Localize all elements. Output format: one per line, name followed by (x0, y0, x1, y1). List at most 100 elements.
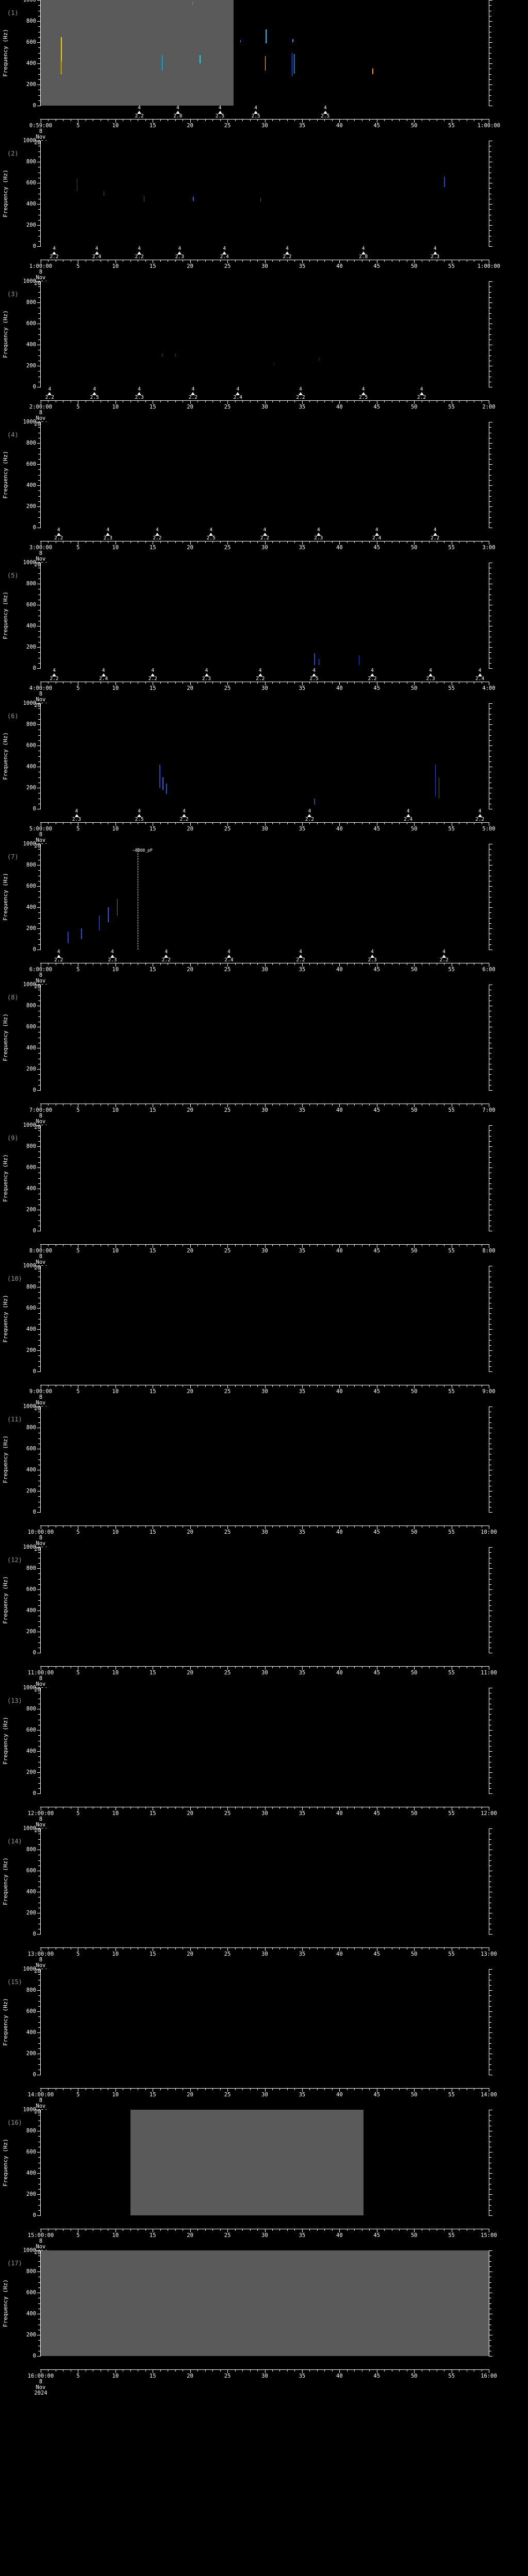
y-tick-label: 0 (32, 243, 36, 249)
earthquake-event-marker[interactable]: 4 2.3 (168, 246, 191, 260)
x-tick-label: 45 (373, 1951, 381, 1957)
y-axis-tick-mark (38, 610, 41, 611)
y-axis-tick-mark (38, 663, 41, 664)
earthquake-event-marker[interactable]: 4 2.5 (302, 668, 326, 682)
earthquake-event-marker[interactable]: 4 2.5 (208, 106, 232, 119)
x-axis-labels: 5:00:008Nov20245101520253035404550555:00 (0, 826, 528, 849)
earthquake-event-marker[interactable]: 4 2.2 (468, 809, 492, 822)
y-axis-tick-mark (489, 610, 491, 611)
earthquake-event-marker[interactable]: 4 2.2 (127, 106, 151, 119)
earthquake-event-marker[interactable]: 4 2.2 (181, 387, 205, 400)
earthquake-event-marker[interactable]: 4 2.2 (47, 950, 71, 963)
earthquake-event-marker[interactable]: 4 2.2 (432, 950, 456, 963)
earthquake-event-marker[interactable]: 4 2.2 (360, 668, 384, 682)
x-axis-tick-mark (339, 1104, 340, 1107)
x-axis-tick-mark (279, 541, 280, 543)
earthquake-event-marker[interactable]: 4 2.5 (199, 528, 223, 541)
earthquake-event-marker[interactable]: 4 2.4 (217, 950, 241, 963)
event-marker-row (0, 2356, 528, 2369)
earthquake-event-marker[interactable]: 4 2.3 (101, 950, 124, 963)
earthquake-event-marker[interactable]: 4 2.5 (82, 387, 106, 400)
x-axis-tick-mark (317, 1807, 318, 1809)
earthquake-event-marker[interactable]: 4 2.3 (96, 528, 120, 541)
earthquake-event-marker[interactable]: 4 2.3 (419, 668, 442, 682)
earthquake-event-marker[interactable]: 4 2.5 (314, 106, 337, 119)
earthquake-event-marker[interactable]: 4 2.4 (85, 246, 109, 260)
y-axis-tick-mark (38, 2178, 41, 2179)
earthquake-event-marker[interactable]: 4 2.2 (154, 950, 178, 963)
earthquake-event-marker[interactable]: 4 2.2 (289, 950, 312, 963)
y-axis-tick-mark (489, 2250, 492, 2251)
x-axis-tick-mark (339, 2369, 340, 2373)
earthquake-event-marker[interactable]: 4 2.2 (172, 809, 196, 822)
y-axis-tick-mark (37, 225, 41, 226)
x-axis-tick-mark (160, 963, 161, 965)
earthquake-event-marker[interactable]: 4 2.4 (92, 668, 116, 682)
plot-area: Frequency (Hz) (17) 1000 800 600 400 200 0 (0, 2247, 528, 2359)
earthquake-event-marker[interactable]: 4 2.3 (195, 668, 219, 682)
y-tick-label: 1000 (23, 1122, 36, 1128)
x-axis-tick-mark (130, 260, 131, 262)
x-axis-tick-mark (220, 822, 221, 824)
x-axis-tick-mark (197, 822, 199, 824)
earthquake-event-marker[interactable]: 4 2.2 (275, 246, 299, 260)
earthquake-event-marker[interactable]: 4 2.3 (423, 246, 447, 260)
earthquake-event-marker[interactable]: 4 2.2 (253, 528, 277, 541)
earthquake-event-marker[interactable]: 4 2.8 (352, 246, 375, 260)
earthquake-event-marker[interactable]: 4 2.2 (47, 528, 71, 541)
earthquake-event-marker[interactable]: 4 2.5 (352, 387, 375, 400)
earthquake-event-marker[interactable]: 4 2.3 (360, 950, 384, 963)
x-axis-tick-mark (354, 260, 355, 262)
x-axis-tick-mark (399, 1526, 400, 1528)
earthquake-event-marker[interactable]: 4 2.2 (298, 809, 321, 822)
event-depth-label: 4 (227, 949, 230, 955)
x-tick-label: 25 (224, 1951, 231, 1957)
earthquake-event-marker[interactable]: 4 2.2 (141, 668, 164, 682)
earthquake-event-marker[interactable]: 4 2.2 (410, 387, 434, 400)
earthquake-event-marker[interactable]: 4 2.2 (127, 246, 151, 260)
x-axis-tick-mark (339, 400, 340, 404)
earthquake-event-marker[interactable]: 4 2.2 (249, 668, 272, 682)
earthquake-event-marker[interactable]: 4 2.4 (468, 668, 492, 682)
x-tick-label: 25 (224, 826, 231, 832)
earthquake-event-marker[interactable]: 4 2.4 (212, 246, 236, 260)
x-axis-tick-mark (339, 1244, 340, 1248)
x-axis-tick-mark (339, 541, 340, 545)
y-axis-tick-mark (489, 0, 492, 1)
x-tick-label: 40 (336, 967, 343, 973)
x-axis-tick-mark (399, 400, 400, 402)
y-axis-label-text: Frequency (Hz) (2, 732, 9, 780)
y-axis-tick-mark (38, 1626, 41, 1627)
y-axis-tick-mark (38, 2136, 41, 2137)
y-axis-spine-left (37, 1828, 41, 1935)
y-axis-label-text: Frequency (Hz) (2, 170, 9, 217)
earthquake-event-marker[interactable]: 4 2.5 (244, 106, 268, 119)
earthquake-event-marker[interactable]: 4 2.2 (145, 528, 169, 541)
earthquake-event-marker[interactable]: 4 2.2 (42, 246, 66, 260)
y-axis-tick-mark (489, 1313, 491, 1314)
earthquake-event-marker[interactable]: 4 2.4 (397, 809, 420, 822)
x-tick-label: 5 (76, 1951, 80, 1957)
x-axis-start-label-line: 8 (39, 1113, 43, 1119)
earthquake-event-marker[interactable]: 4 2.2 (38, 387, 61, 400)
earthquake-event-marker[interactable]: 4 2.2 (42, 668, 66, 682)
event-magnitude-label: 2.3 (314, 535, 323, 541)
earthquake-event-marker[interactable]: 4 2.4 (226, 387, 250, 400)
earthquake-event-marker[interactable]: 4 2.3 (307, 528, 331, 541)
earthquake-event-marker[interactable]: 4 2.3 (127, 387, 151, 400)
triangle-marker-icon (222, 251, 227, 255)
panel-index-label: (15) (7, 1978, 22, 1986)
earthquake-event-marker[interactable]: 4 2.2 (289, 387, 312, 400)
x-axis-tick-mark (250, 1104, 251, 1106)
x-axis-tick-mark (205, 1666, 206, 1668)
x-axis-tick-mark (130, 682, 131, 684)
earthquake-event-marker[interactable]: 4 2.4 (365, 528, 389, 541)
plot-area: Frequency (Hz) (11) 1000 800 600 400 200 0 (0, 1403, 528, 1515)
earthquake-event-marker[interactable]: 4 2.8 (166, 106, 190, 119)
earthquake-event-marker[interactable]: 4 2.5 (127, 809, 151, 822)
x-axis-start-label-line: 8 (39, 691, 43, 697)
earthquake-event-marker[interactable]: 4 2.2 (423, 528, 447, 541)
x-axis-tick-mark (130, 1244, 131, 1246)
y-axis-tick-mark (489, 870, 491, 871)
earthquake-event-marker[interactable]: 4 2.3 (65, 809, 89, 822)
